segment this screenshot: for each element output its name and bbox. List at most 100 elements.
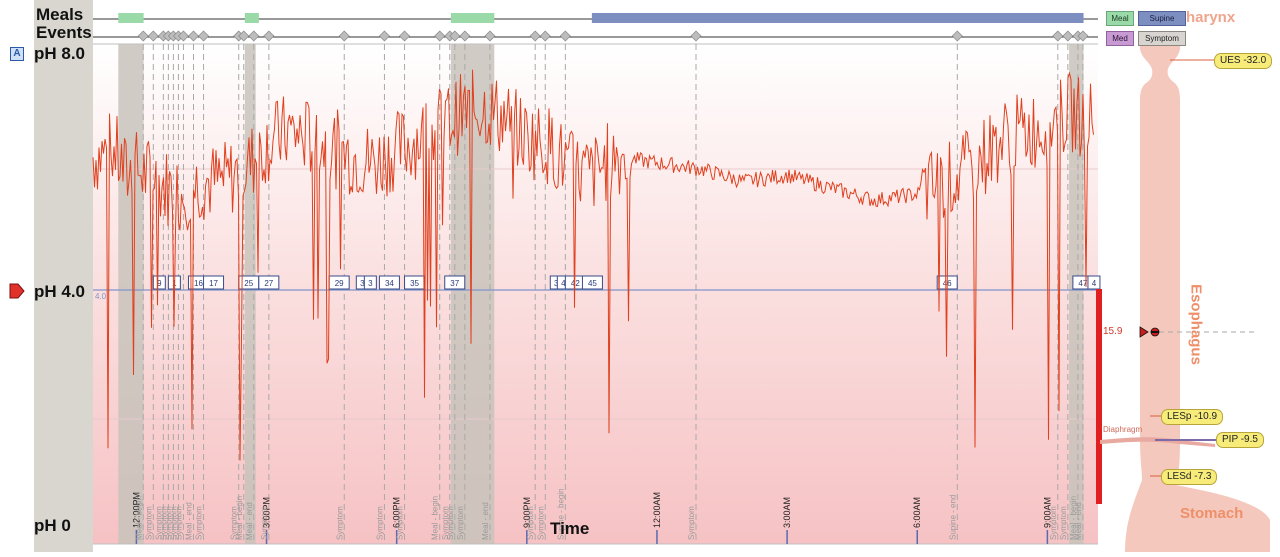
event-diamond-icon — [459, 30, 471, 42]
legend-symptom-box[interactable]: Symptom — [1138, 31, 1186, 46]
episode-box — [363, 275, 377, 290]
episode-number: 47 — [1078, 279, 1087, 288]
event-label: Symptom — [1049, 506, 1058, 540]
x-tick-label: 6:00PM — [392, 497, 402, 528]
event-diamond-icon — [188, 30, 199, 42]
pip-label[interactable]: PIP -9.5 — [1216, 432, 1264, 448]
event-diamond-icon — [177, 30, 189, 42]
episode-number: 25 — [244, 279, 253, 288]
event-label: Meal - begin — [1069, 496, 1078, 540]
event-diamond-icon — [529, 30, 541, 42]
event-label: Symptom — [526, 506, 535, 540]
meals-row-label: Meals — [36, 5, 84, 24]
episode-number: 3 — [368, 279, 373, 288]
episode-number: 29 — [335, 279, 344, 288]
event-diamond-icon — [484, 30, 496, 42]
episode-number: 27 — [264, 279, 273, 288]
event-label: Symptom — [154, 506, 163, 540]
sensor-value-label: 15.9 — [1103, 326, 1123, 337]
x-axis-title: Time — [550, 519, 590, 538]
ph4-line-value: 4.0 — [95, 292, 107, 301]
supine-bar — [591, 13, 1084, 23]
diaphragm-shape — [1100, 437, 1215, 447]
lesp-label[interactable]: LESp -10.9 — [1161, 409, 1224, 425]
event-diamond-icon — [198, 30, 210, 42]
episode-number: 4 — [1092, 279, 1097, 288]
event-diamond-icon — [338, 30, 350, 42]
ph-low-label: pH 0 — [34, 516, 71, 535]
episode-box — [581, 275, 603, 290]
esophagus-label: Esophagus — [1187, 284, 1205, 365]
legend-supine-box[interactable]: Supine — [1138, 11, 1186, 26]
sensor-marker-icon — [1139, 326, 1149, 338]
episode-number: 3 — [360, 279, 365, 288]
event-diamond-icon — [137, 30, 149, 42]
auto-scale-button[interactable]: A — [10, 47, 24, 61]
event-label: Symptom — [164, 506, 173, 540]
ph-high-label: pH 8.0 — [34, 44, 86, 63]
event-diamond-icon — [399, 30, 411, 42]
event-label: Symptom — [687, 506, 696, 540]
event-diamond-icon — [1052, 30, 1064, 42]
episode-box — [1087, 275, 1101, 290]
event-diamond-icon — [539, 30, 551, 42]
event-diamond-icon — [559, 30, 571, 42]
x-tick-label: 12:00PM — [131, 492, 141, 528]
stomach-label: Stomach — [1180, 505, 1244, 522]
episode-number: 34 — [385, 279, 394, 288]
event-label: Symptom — [195, 506, 204, 540]
episode-box — [258, 275, 280, 290]
event-label: Meal - begin — [235, 496, 244, 540]
ph-trace-line — [92, 69, 1094, 461]
event-label: Meal - end — [481, 502, 490, 540]
x-tick-label: 3:00AM — [782, 497, 792, 528]
ph-mid-label: pH 4.0 — [34, 282, 86, 301]
legend-meal-box[interactable]: Meal — [1106, 11, 1134, 26]
x-tick-label: 3:00PM — [262, 497, 272, 528]
event-label: Symptom — [375, 506, 384, 540]
left-panel-white — [0, 0, 34, 552]
episode-number: 3 — [554, 279, 559, 288]
event-diamond-icon — [238, 30, 250, 42]
event-label: Meal - begin — [431, 496, 440, 540]
x-tick-label: 12:00AM — [652, 492, 662, 528]
x-tick-label: 9:00AM — [1042, 497, 1052, 528]
episode-number: 17 — [209, 279, 218, 288]
event-diamond-icon — [449, 30, 461, 42]
ues-label[interactable]: UES -32.0 — [1214, 53, 1273, 69]
meal-band — [118, 44, 144, 544]
event-label: Meal - end — [185, 502, 194, 540]
sensor-dot-bar — [1151, 331, 1159, 333]
event-label: Supine - end — [948, 495, 957, 540]
episode-number: 45 — [588, 279, 597, 288]
event-label: Symptom — [159, 506, 168, 540]
x-tick-label: 9:00PM — [522, 497, 532, 528]
event-diamond-icon — [951, 30, 963, 42]
anatomy-panel — [1098, 0, 1280, 552]
event-label: Symptom — [169, 506, 178, 540]
episode-number: 37 — [450, 279, 459, 288]
event-diamond-icon — [147, 30, 159, 42]
event-label: Symptom — [456, 506, 465, 540]
event-label: Symptom — [335, 506, 344, 540]
event-label: Symptom — [230, 506, 239, 540]
event-diamond-icon — [1062, 30, 1074, 42]
event-diamond-icon — [1077, 30, 1089, 42]
event-diamond-icon — [263, 30, 275, 42]
event-label: Symptom — [144, 506, 153, 540]
anatomy-diagram — [1100, 44, 1270, 552]
sensor-bar — [1096, 289, 1102, 504]
episode-number: 9 — [157, 279, 162, 288]
event-label: Symptom — [1059, 506, 1068, 540]
legend-med-box[interactable]: Med — [1106, 31, 1134, 46]
ph-threshold-marker-icon[interactable] — [9, 283, 25, 299]
event-label: Symptom — [174, 506, 183, 540]
event-label: Symptom — [536, 506, 545, 540]
lesd-label[interactable]: LESd -7.3 — [1161, 469, 1218, 485]
episode-box — [404, 275, 426, 290]
episode-number: 16 — [194, 279, 203, 288]
episode-box — [444, 275, 466, 290]
event-label: Meal - end — [245, 502, 254, 540]
event-label: Symptom — [441, 506, 450, 540]
